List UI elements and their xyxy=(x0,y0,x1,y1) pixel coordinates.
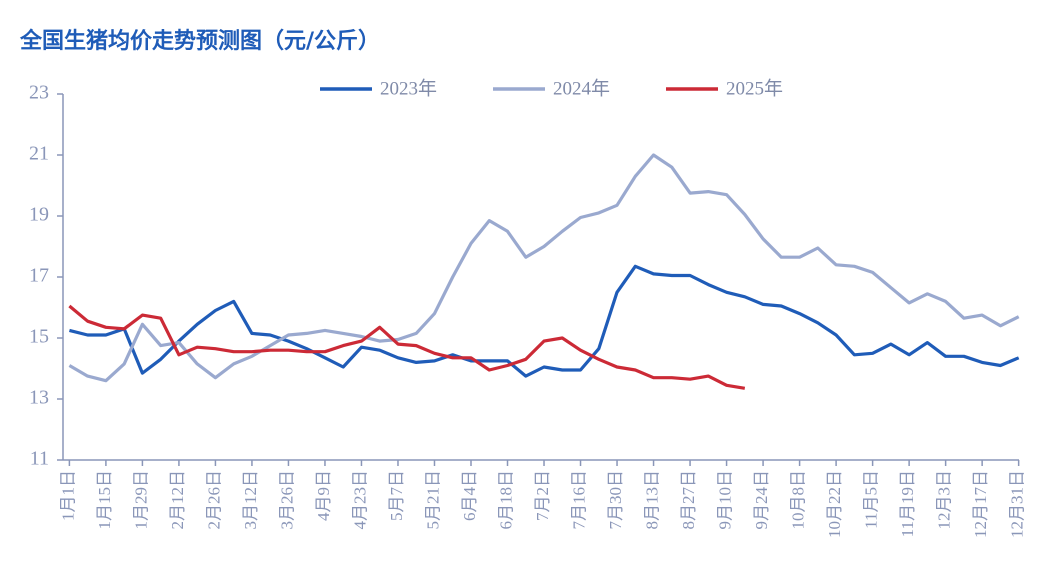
x-tick-label: 12月3日 xyxy=(935,470,954,530)
x-tick-label: 3月26日 xyxy=(277,470,296,530)
legend-label: 2025年 xyxy=(726,77,783,99)
x-tick-label: 9月10日 xyxy=(715,470,734,530)
x-tick-label: 4月23日 xyxy=(350,470,369,530)
x-tick-label: 5月21日 xyxy=(423,470,442,530)
x-tick-label: 3月12日 xyxy=(241,470,260,530)
x-tick-label: 10月8日 xyxy=(788,470,807,530)
y-tick-label: 17 xyxy=(29,265,49,287)
x-tick-label: 8月27日 xyxy=(679,470,698,530)
x-tick-label: 4月9日 xyxy=(314,470,333,521)
y-tick-label: 11 xyxy=(30,448,49,470)
chart-title: 全国生猪均价走势预测图（元/公斤） xyxy=(19,28,380,54)
x-tick-label: 10月22日 xyxy=(825,470,844,538)
x-tick-label: 1月15日 xyxy=(95,470,114,530)
series-line xyxy=(69,264,1020,378)
y-tick-label: 13 xyxy=(29,387,49,409)
y-tick-label: 21 xyxy=(29,143,49,165)
x-tick-label: 11月5日 xyxy=(862,470,881,529)
legend-label: 2024年 xyxy=(553,77,610,99)
x-tick-label: 1月1日 xyxy=(58,470,77,521)
x-tick-label: 7月16日 xyxy=(569,470,588,530)
series-line xyxy=(68,153,1020,383)
x-tick-label: 6月18日 xyxy=(496,470,515,530)
legend-label: 2023年 xyxy=(380,77,437,99)
x-tick-label: 1月29日 xyxy=(131,470,150,530)
x-tick-label: 5月7日 xyxy=(387,470,406,521)
x-tick-label: 9月24日 xyxy=(752,470,771,530)
x-tick-label: 7月30日 xyxy=(606,470,625,530)
x-tick-label: 6月4日 xyxy=(460,470,479,521)
y-tick-label: 23 xyxy=(29,82,49,104)
x-tick-label: 12月31日 xyxy=(1008,470,1027,538)
x-tick-label: 8月13日 xyxy=(642,470,661,530)
y-tick-label: 19 xyxy=(29,204,49,226)
x-tick-label: 7月2日 xyxy=(533,470,552,521)
x-tick-label: 11月19日 xyxy=(898,470,917,537)
x-tick-label: 12月17日 xyxy=(971,470,990,538)
y-tick-label: 15 xyxy=(29,326,49,348)
x-tick-label: 2月26日 xyxy=(204,470,223,530)
x-tick-label: 2月12日 xyxy=(168,470,187,530)
series-line xyxy=(68,304,746,390)
